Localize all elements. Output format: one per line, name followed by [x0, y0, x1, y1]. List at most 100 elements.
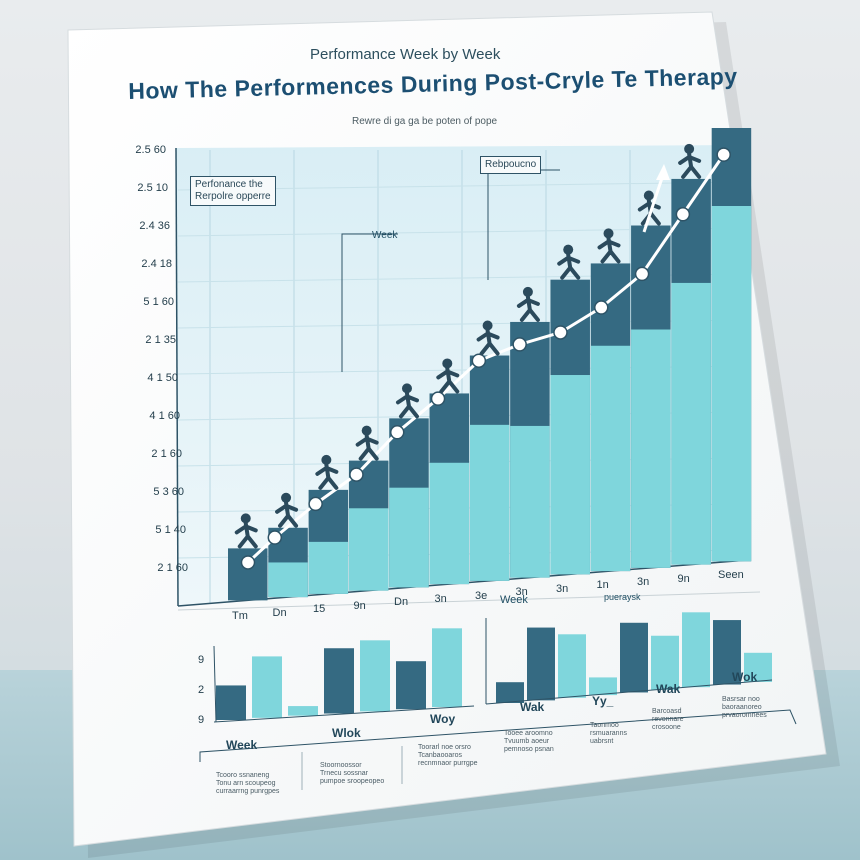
annotation-box-right: Rebpoucno	[480, 156, 542, 174]
y-tick-label: 4 1 50	[147, 372, 178, 384]
poster-subtitle: Rewre di ga ga be poten of pope	[352, 116, 498, 127]
climber-figure-icon	[275, 492, 299, 528]
mini-y-tick-label: 2	[198, 684, 205, 696]
x-tick-label: 3n	[515, 586, 528, 599]
main-bars	[228, 128, 752, 601]
annotation-box-left: Perfonance the Rerpolre opperre	[190, 176, 276, 206]
y-tick-label: 5 1 60	[143, 296, 174, 308]
footnote-text: Basrsar noo baoraanoreo prvaoromnees	[722, 696, 767, 719]
mini-bar	[288, 706, 318, 716]
trend-point	[594, 300, 609, 315]
climber-figure-icon	[395, 383, 419, 419]
mini-left-label: Woy	[430, 712, 456, 726]
main-bar-light	[550, 375, 590, 575]
mini-left-baseline	[213, 705, 475, 723]
footnote-text: Stoornoossor Trnecu sossnar pumpoe sroop…	[320, 762, 385, 785]
trend-point	[716, 147, 731, 162]
mini-bar	[713, 620, 741, 685]
mini-right-label: Yy_	[592, 694, 614, 708]
y-tick-label: 2.5 10	[137, 182, 168, 194]
divider-top	[177, 591, 761, 611]
week-callout-line	[341, 233, 398, 372]
week-callout-label: Week	[372, 230, 398, 241]
trend-point	[389, 425, 405, 440]
trend-point	[430, 391, 446, 406]
footer-rule	[199, 709, 797, 762]
main-bar-light	[429, 462, 470, 585]
climber-figure-icon	[476, 320, 500, 356]
mini-bar	[589, 677, 617, 696]
main-bar-light	[469, 424, 510, 581]
mini-bar	[620, 622, 648, 693]
climber-figures	[234, 143, 702, 549]
x-tick-label: 3n	[556, 582, 569, 595]
climber-figure-icon	[557, 244, 581, 280]
y-tick-label: 2.4 36	[139, 220, 170, 232]
mini-chart-right	[496, 612, 772, 703]
mini-bar	[496, 682, 524, 703]
trend-point	[267, 530, 283, 545]
climber-figure-icon	[516, 286, 540, 322]
main-bar-light	[348, 508, 389, 591]
y-tick-label: 4 1 60	[149, 410, 180, 422]
climber-figure-icon	[436, 358, 460, 394]
trend-point	[553, 325, 568, 340]
main-bar-light	[590, 345, 631, 572]
annotation-left-line1: Perfonance the	[195, 179, 263, 190]
mini-right-label: Wak	[520, 700, 545, 714]
main-bar-light	[711, 206, 752, 562]
mini-bar	[682, 612, 710, 688]
trend-point	[634, 266, 650, 282]
x-tick-label: 1n	[596, 579, 609, 592]
mini-right-label: Wok	[732, 670, 758, 684]
trend-point	[240, 555, 256, 570]
mini-right-baseline	[485, 679, 773, 705]
trend-points	[240, 147, 731, 570]
mini-left-label: Wlok	[332, 726, 361, 740]
trend-point	[349, 467, 364, 482]
mini-bar	[558, 634, 586, 698]
footnote-text: Toorarl noe orsro Tcanbaooaros recnmnaor…	[418, 744, 478, 767]
main-bar-light	[389, 487, 429, 588]
trend-point	[471, 353, 487, 368]
main-bar-light	[631, 329, 671, 568]
x-tick-label: 9n	[353, 599, 366, 612]
y-tick-label: 2 1 60	[157, 562, 188, 574]
main-bar-light	[671, 282, 711, 565]
x-tick-label: 9n	[677, 572, 690, 585]
x-tick-label: Seen	[718, 569, 744, 582]
trend-point	[675, 207, 691, 222]
trend-arrow-shaft	[642, 171, 666, 233]
mini-bar	[216, 685, 246, 720]
mini-bar	[744, 652, 772, 682]
mini-bar	[252, 656, 282, 718]
y-tick-label: 2.5 60	[135, 144, 166, 156]
footnote-text: Taonmoo rsmuaranns uabrsnt	[590, 722, 627, 745]
mini-y-tick-label: 9	[198, 654, 205, 666]
annotation-left-line2: Rerpolre opperre	[195, 191, 271, 202]
y-tick-label: 2.4 18	[141, 258, 172, 270]
mini-chart-left	[216, 628, 462, 720]
trend-arrow-head	[656, 164, 670, 180]
footnote-text: Tooee aroomno Tvuumb aoeur pemnoso psnan	[504, 730, 554, 753]
mini-bar	[651, 635, 679, 690]
footnote-text: Tcooro ssnaneng Tonu arn scoupeog curraa…	[216, 772, 280, 795]
y-axis-line	[175, 147, 179, 607]
mini-bar	[432, 628, 462, 708]
y-tick-label: 5 1 40	[155, 524, 186, 536]
mini-right-label: Wak	[656, 682, 681, 696]
x-tick-label: Dn	[394, 596, 409, 609]
trend-point	[308, 496, 323, 512]
x-tick-label: Dn	[272, 606, 287, 619]
x-tick-label: 3n	[637, 576, 650, 588]
climber-figure-icon	[234, 513, 258, 549]
main-bar-light	[268, 562, 308, 598]
y-tick-label: 5 3 60	[153, 486, 184, 498]
climber-figure-icon	[597, 228, 621, 264]
climber-figure-icon	[678, 143, 702, 179]
mini-left-axis	[213, 645, 217, 723]
mini-y-tick-label: 9	[198, 714, 205, 726]
x-tick-label: 3e	[475, 589, 488, 602]
